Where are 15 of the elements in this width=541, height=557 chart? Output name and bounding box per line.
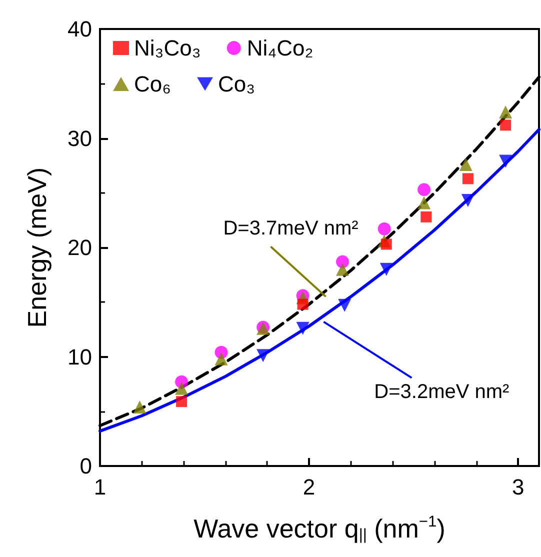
annotation: D=3.2meV nm² [374, 380, 510, 403]
y-tick-label: 30 [68, 126, 92, 151]
legend-label: Ni₃Co₃ [134, 36, 201, 60]
x-tick-label: 2 [302, 474, 316, 500]
annotation: D=3.7meV nm² [223, 218, 359, 240]
y-tick-label: 10 [68, 344, 92, 370]
legend-label: Ni₄Co₂ [246, 36, 314, 60]
y-tick-label: 40 [68, 16, 92, 42]
x-tick-label: 1 [94, 474, 106, 500]
legend-label: Co₆ [134, 72, 171, 96]
y-axis-title: Energy (meV) [22, 167, 52, 328]
legend-label: Co₃ [218, 72, 256, 96]
y-tick-label: 20 [68, 235, 92, 260]
x-tick-label: 3 [512, 474, 524, 500]
y-tick-label: 0 [80, 454, 92, 478]
